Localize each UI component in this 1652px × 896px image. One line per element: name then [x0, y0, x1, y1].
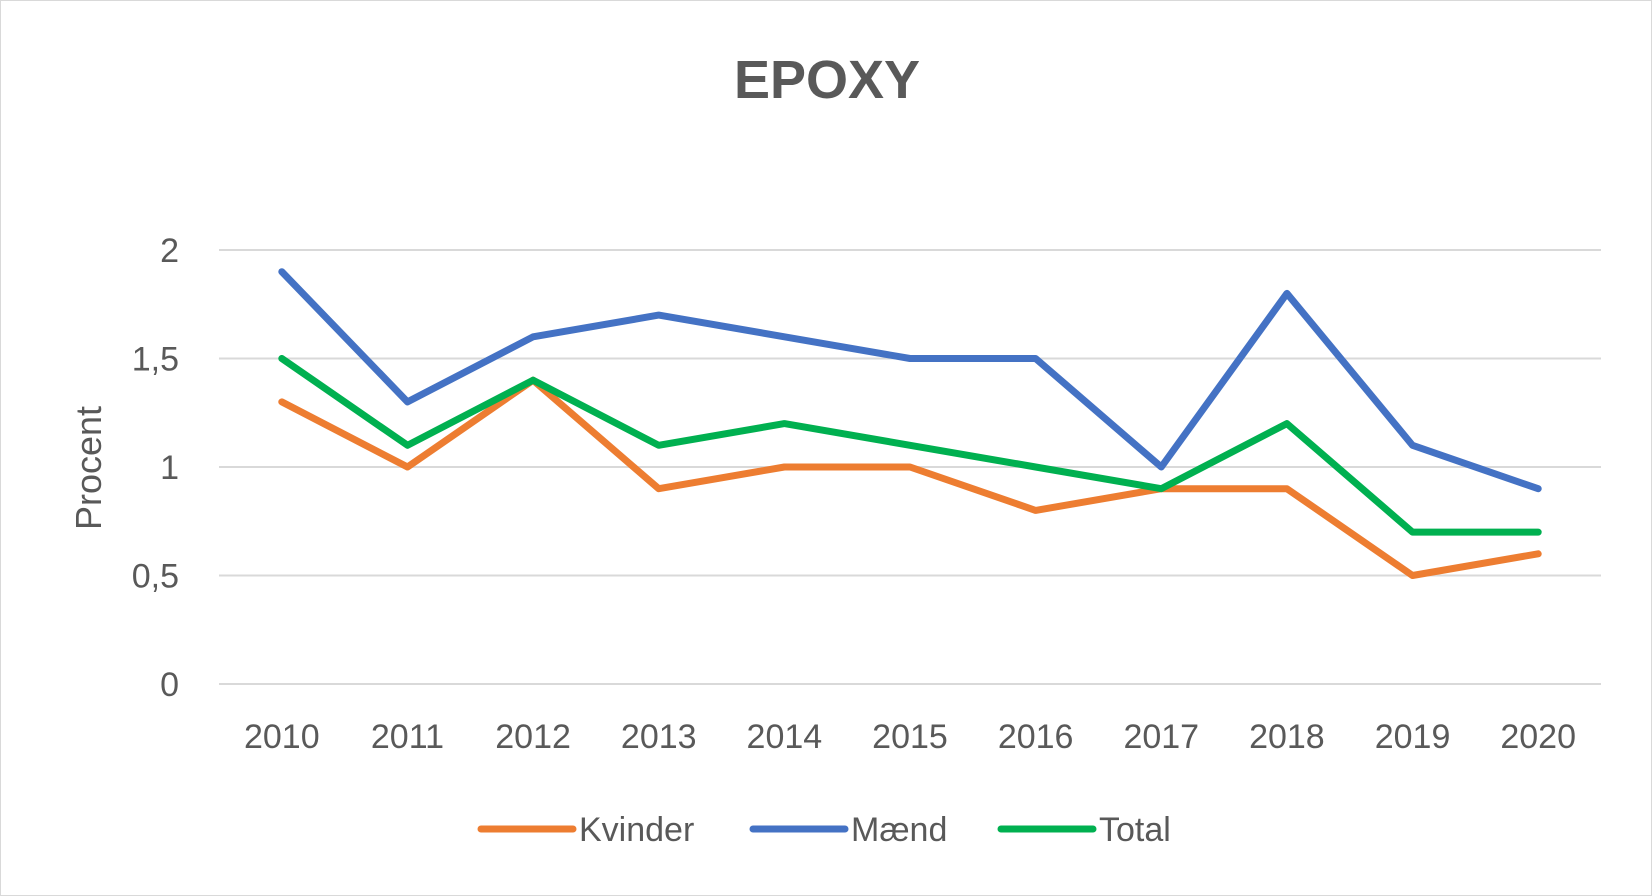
- y-axis-ticks: 0 0,5 1 1,5 2: [132, 232, 179, 704]
- x-tick-label: 2011: [371, 718, 444, 756]
- y-tick-label: 0: [160, 666, 179, 704]
- x-tick-label: 2018: [1249, 718, 1325, 756]
- x-tick-label: 2014: [747, 718, 823, 756]
- y-axis-title: Procent: [68, 406, 109, 530]
- legend: Kvinder Mænd Total: [477, 811, 1171, 849]
- series-line-kvinder: [278, 376, 1542, 579]
- legend-label: Mænd: [851, 811, 947, 849]
- y-tick-label: 1,5: [132, 341, 179, 379]
- chart-title: EPOXY: [734, 50, 920, 110]
- x-tick-label: 2010: [244, 718, 320, 756]
- x-tick-label: 2012: [495, 718, 571, 756]
- x-tick-label: 2019: [1375, 718, 1451, 756]
- x-tick-label: 2013: [621, 718, 697, 756]
- x-axis-ticks: 2010 2011 2012 2013 2014 2015 2016 2017 2018 2019…: [244, 718, 1576, 756]
- y-tick-label: 2: [160, 232, 179, 270]
- series-line-m-nd: [278, 268, 1542, 493]
- x-tick-label: 2017: [1123, 718, 1199, 756]
- legend-label: Total: [1099, 811, 1171, 849]
- series-lines: [278, 268, 1542, 579]
- x-tick-label: 2020: [1500, 718, 1576, 756]
- x-tick-label: 2016: [998, 718, 1074, 756]
- legend-label: Kvinder: [579, 811, 694, 849]
- series-line-total: [278, 355, 1542, 536]
- x-tick-label: 2015: [872, 718, 948, 756]
- y-tick-label: 0,5: [132, 558, 179, 596]
- y-tick-label: 1: [160, 449, 179, 487]
